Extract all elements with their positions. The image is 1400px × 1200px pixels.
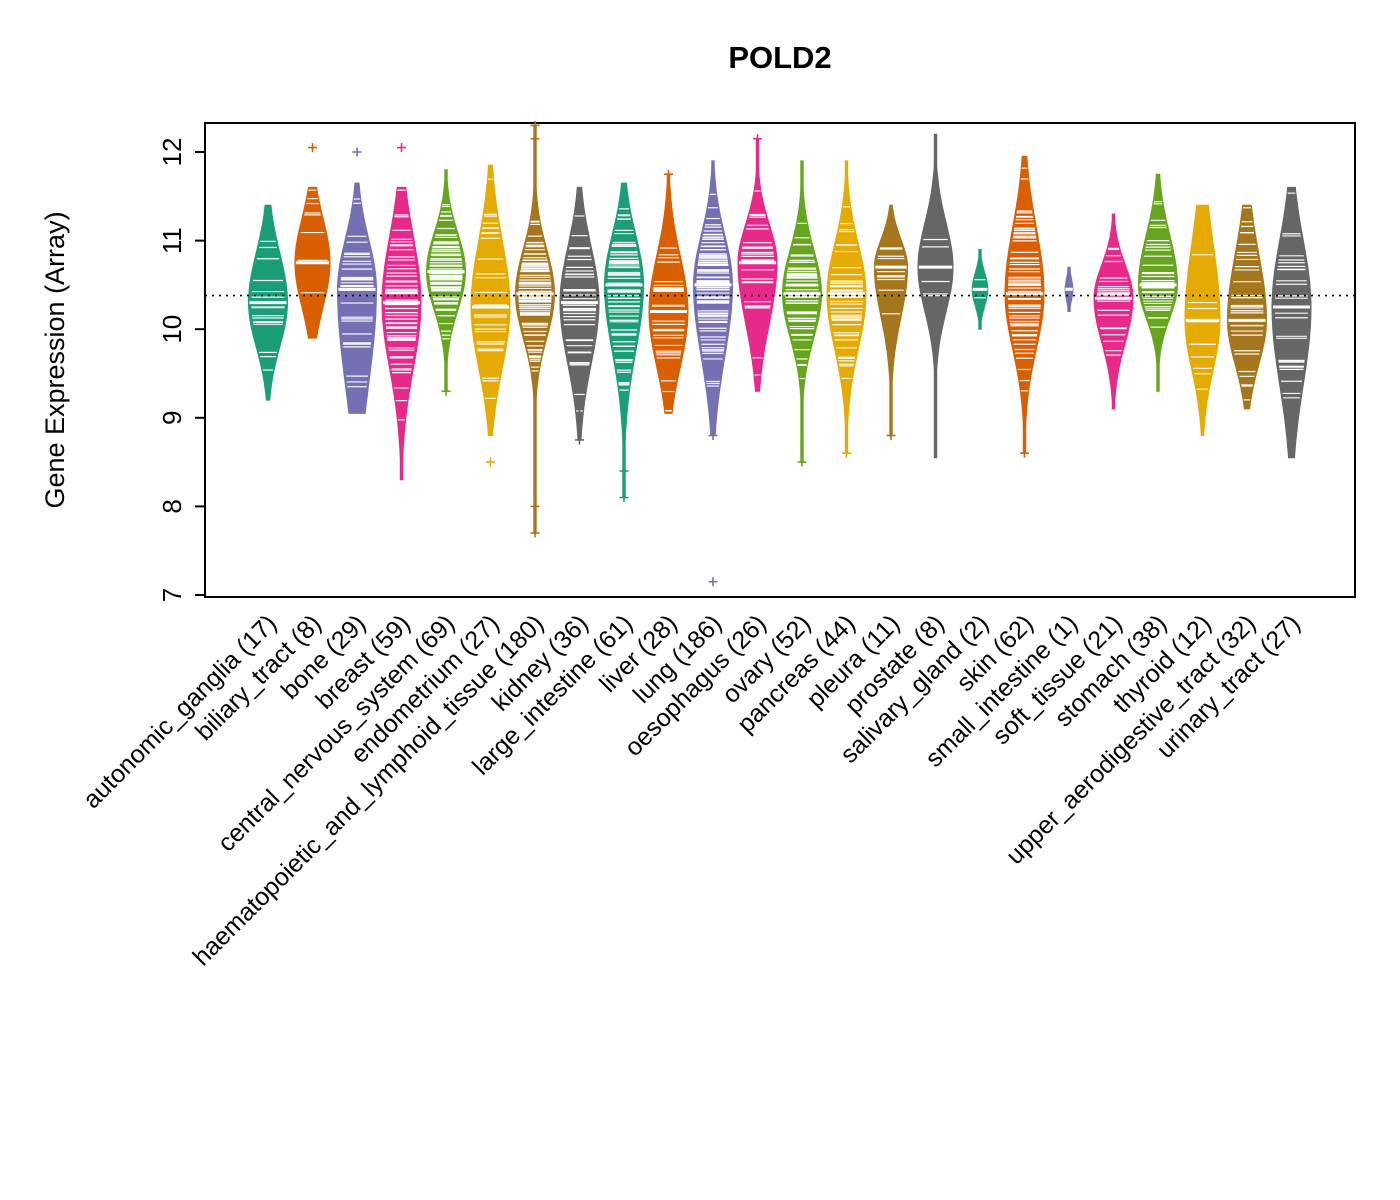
violin-upper_aerodigestive_tract (1227, 204, 1267, 410)
plot-box (204, 122, 1356, 598)
x-tick-label-autonomic_ganglia: autonomic_ganglia (17) (78, 609, 283, 814)
violin-pancreas (826, 160, 867, 454)
violin-haematopoietic_and_lymphoid_tissue (514, 124, 556, 534)
violin-liver (648, 173, 689, 414)
plot-title: POLD2 (728, 40, 831, 75)
y-tick-label: 11 (157, 227, 187, 254)
violin-endometrium (470, 164, 511, 436)
y-tick-label: 10 (157, 315, 187, 344)
y-tick-label: 7 (157, 588, 187, 602)
violin-breast (381, 186, 422, 481)
violin-urinary_tract (1271, 186, 1312, 459)
violin-oesophagus (737, 138, 778, 392)
violin-soft_tissue (1093, 213, 1134, 410)
y-tick-label: 8 (157, 499, 187, 513)
y-tick-label: 9 (157, 411, 187, 425)
y-axis-label: Gene Expression (Array) (40, 211, 70, 508)
y-tick-label: 12 (157, 138, 187, 167)
violin-bone (337, 182, 377, 414)
violin-pleura (873, 204, 909, 436)
